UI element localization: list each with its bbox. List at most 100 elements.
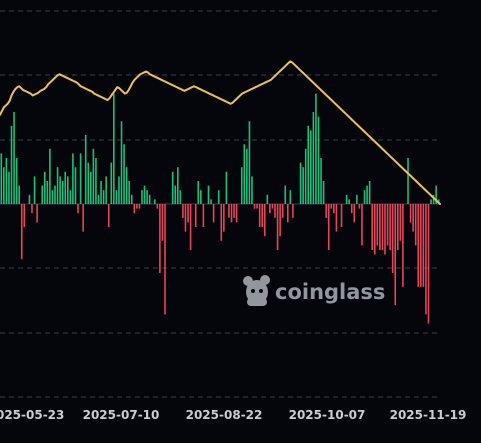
bar-96 [246, 148, 248, 204]
bar-154 [394, 204, 397, 306]
bar-63 [161, 204, 164, 241]
bar-104 [266, 194, 269, 204]
bar-102 [261, 204, 264, 227]
bar-168 [430, 199, 432, 204]
bar-119 [304, 148, 307, 204]
bar-35 [90, 171, 92, 204]
bar-20 [51, 190, 54, 204]
bar-86 [220, 204, 223, 241]
bar-146 [373, 204, 376, 255]
bar-129 [330, 204, 333, 209]
bar-62 [159, 204, 161, 273]
bar-105 [269, 204, 271, 214]
bar-21 [54, 185, 56, 204]
bar-103 [263, 204, 266, 237]
bar-series [0, 93, 440, 324]
bar-166 [425, 204, 427, 315]
bar-78 [200, 190, 202, 204]
bar-72 [184, 204, 187, 232]
bar-161 [412, 204, 414, 232]
bar-99 [253, 204, 256, 209]
bar-50 [128, 181, 130, 204]
bar-165 [422, 204, 425, 287]
bar-128 [327, 204, 330, 250]
bar-49 [125, 167, 128, 204]
bar-151 [386, 204, 389, 246]
bar-30 [77, 204, 79, 214]
bar-141 [361, 204, 363, 246]
bar-53 [136, 204, 138, 209]
bar-94 [240, 167, 243, 204]
bar-155 [397, 204, 399, 250]
bar-40 [102, 190, 105, 204]
bar-34 [87, 162, 90, 204]
bar-7 [18, 185, 20, 204]
bar-135 [345, 194, 348, 204]
bar-48 [123, 144, 125, 204]
bar-32 [82, 204, 84, 232]
bar-1 [3, 167, 5, 204]
bar-52 [133, 204, 136, 214]
bar-42 [107, 204, 110, 227]
watermark-text: coinglass [275, 280, 385, 304]
bar-82 [210, 199, 212, 204]
bar-157 [402, 204, 404, 287]
bar-51 [130, 194, 133, 204]
bar-164 [420, 204, 422, 287]
bar-85 [217, 190, 220, 204]
bar-6 [15, 158, 18, 204]
bar-43 [110, 162, 113, 204]
x-tick-label-1: 2025-07-10 [83, 408, 160, 422]
bar-68 [174, 185, 177, 204]
bar-136 [348, 199, 350, 204]
bar-13 [33, 176, 36, 204]
bar-77 [197, 181, 200, 204]
bar-106 [271, 204, 274, 209]
bar-138 [353, 204, 356, 223]
bar-45 [115, 190, 118, 204]
watermark: coinglass [243, 275, 385, 306]
x-tick-label-4: 2025-11-19 [390, 408, 467, 422]
bar-2 [5, 158, 8, 204]
bar-24 [61, 181, 64, 204]
bar-144 [368, 181, 371, 204]
bar-33 [84, 135, 87, 204]
bar-74 [189, 204, 192, 250]
bar-163 [417, 204, 420, 287]
bar-60 [153, 199, 156, 204]
bar-91 [233, 204, 235, 218]
bar-110 [281, 204, 284, 218]
bar-156 [399, 204, 402, 241]
bar-137 [350, 204, 353, 214]
bar-149 [381, 204, 384, 250]
bar-90 [230, 204, 233, 223]
bar-160 [409, 204, 412, 223]
bar-61 [156, 204, 159, 209]
line-series [0, 60, 441, 205]
bar-140 [358, 204, 361, 209]
bar-57 [146, 190, 148, 204]
bar-111 [284, 185, 287, 204]
x-tick-label-0: 2025-05-23 [0, 408, 64, 422]
bar-108 [276, 204, 279, 250]
bar-147 [376, 204, 379, 246]
bar-9 [23, 204, 26, 227]
bar-25 [64, 171, 67, 204]
bar-117 [299, 162, 302, 204]
bar-81 [207, 185, 210, 204]
bar-127 [325, 204, 327, 218]
bar-170 [435, 185, 437, 204]
bar-76 [194, 204, 197, 227]
bar-26 [67, 176, 69, 204]
bar-122 [312, 112, 315, 204]
bar-112 [287, 204, 289, 223]
bar-39 [100, 181, 102, 204]
x-tick-label-2: 2025-08-22 [186, 408, 263, 422]
bar-18 [46, 181, 49, 204]
bar-83 [212, 204, 215, 223]
bar-92 [235, 204, 238, 223]
bar-143 [366, 185, 368, 204]
bar-142 [363, 190, 366, 204]
bar-19 [49, 148, 51, 204]
